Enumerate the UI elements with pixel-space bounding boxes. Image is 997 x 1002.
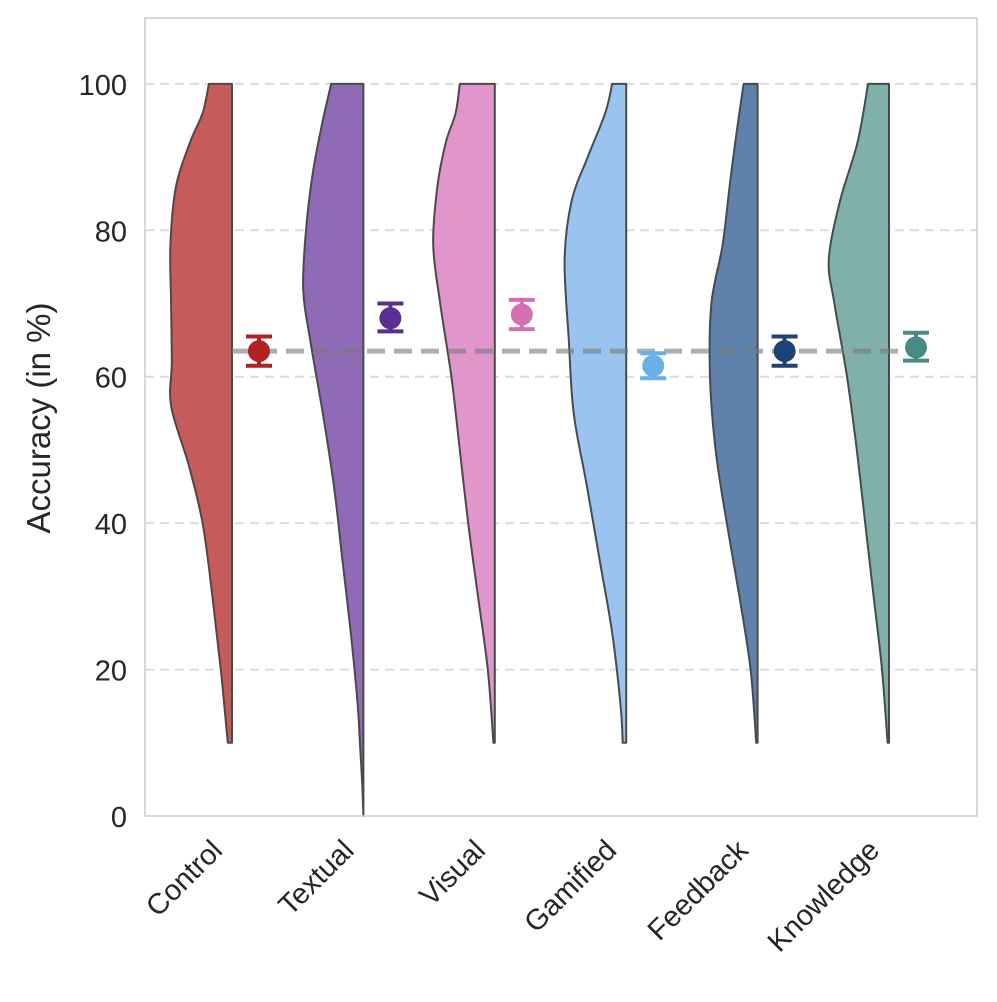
- x-tick-label-knowledge: Knowledge: [762, 834, 886, 958]
- y-tick-label-80: 80: [95, 216, 127, 248]
- y-tick-label-40: 40: [95, 509, 127, 541]
- marker-layer: [246, 297, 929, 381]
- y-tick-label-100: 100: [79, 70, 127, 102]
- y-axis-label: Accuracy (in %): [20, 302, 57, 533]
- violin-layer: [169, 82, 890, 817]
- x-tick-label-textual: Textual: [273, 834, 361, 922]
- violin-textual: [302, 82, 365, 817]
- violin-gamified: [563, 82, 628, 744]
- mean-point-gamified: [642, 354, 665, 377]
- mean-point-textual: [379, 307, 402, 330]
- x-tick-label-feedback: Feedback: [642, 834, 755, 947]
- mean-point-control: [248, 340, 270, 363]
- mean-point-knowledge: [905, 336, 927, 359]
- violin-visual: [432, 82, 496, 744]
- plot-frame: [144, 17, 978, 817]
- y-tick-label-20: 20: [95, 656, 127, 688]
- y-tick-label-0: 0: [111, 802, 127, 834]
- mean-point-feedback: [773, 340, 796, 363]
- x-tick-label-visual: Visual: [414, 834, 492, 912]
- violin-knowledge: [827, 82, 890, 744]
- x-tick-label-control: Control: [140, 834, 229, 923]
- y-tick-label-60: 60: [95, 363, 127, 395]
- x-tick-label-gamified: Gamified: [518, 834, 623, 939]
- violin-control: [169, 82, 233, 744]
- violin-feedback: [708, 82, 759, 744]
- mean-point-visual: [510, 303, 533, 326]
